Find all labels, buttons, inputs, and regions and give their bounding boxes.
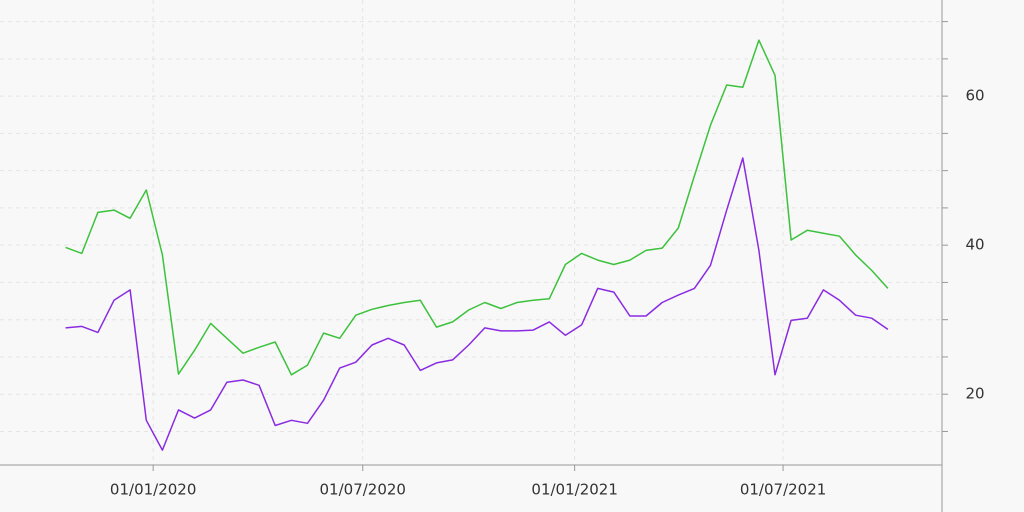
- x-tick-label: 01/01/2020: [110, 481, 196, 499]
- y-tick-label: 60: [965, 87, 984, 105]
- x-tick-label: 01/07/2020: [320, 481, 406, 499]
- y-tick-label: 20: [965, 385, 984, 403]
- series-line: [65, 157, 889, 451]
- x-tick-label: 01/07/2021: [740, 481, 826, 499]
- x-tick-label: 01/01/2021: [531, 481, 617, 499]
- series-line: [65, 39, 889, 376]
- y-tick-label: 40: [965, 236, 984, 254]
